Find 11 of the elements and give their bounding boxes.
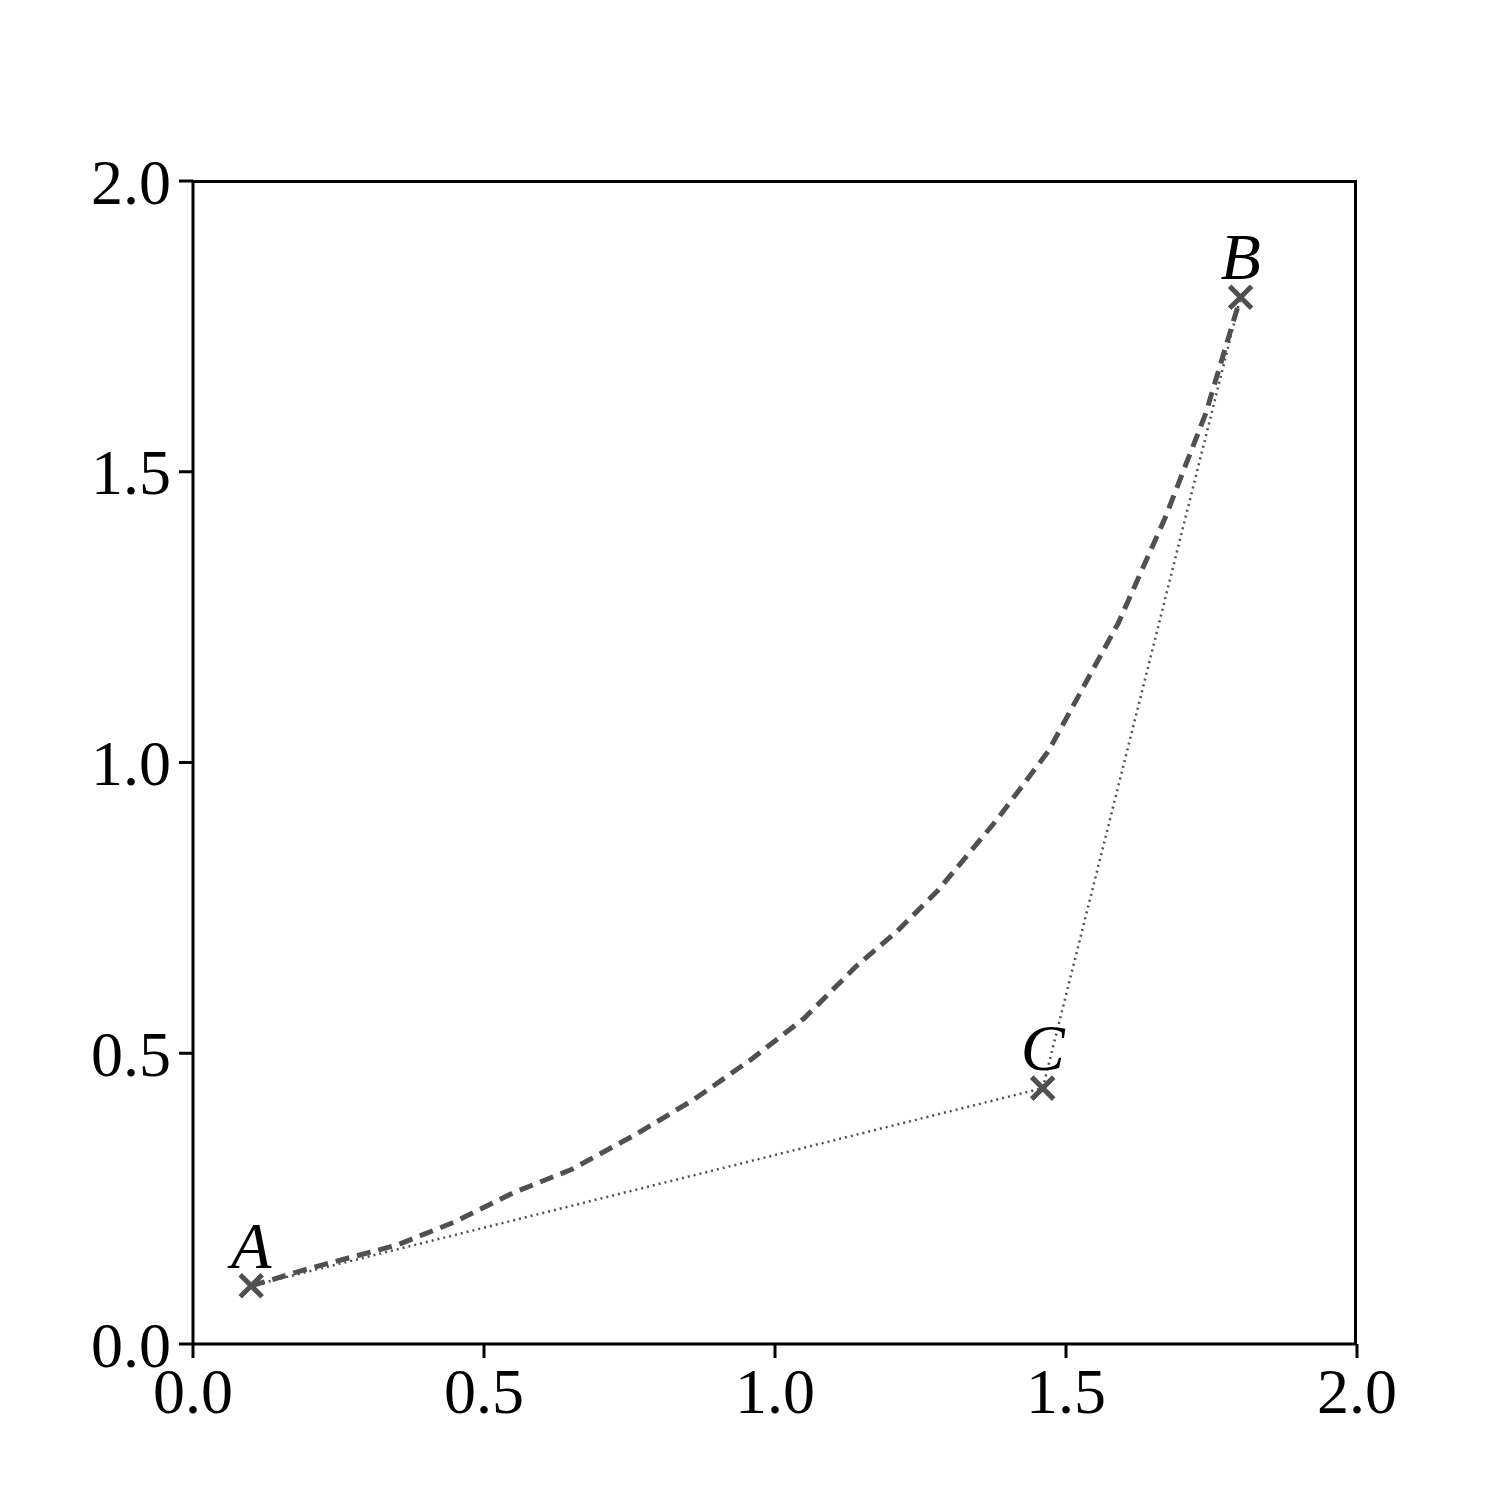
x-tick-label: 1.5 — [1026, 1356, 1106, 1428]
y-tick-label: 1.5 — [91, 437, 171, 509]
y-tick-label: 2.0 — [91, 146, 171, 218]
y-tick-label: 1.0 — [91, 728, 171, 800]
x-tick-label: 1.0 — [735, 1356, 815, 1428]
annotation: C — [1020, 1011, 1066, 1085]
y-tick-label: 0.5 — [91, 1018, 171, 1090]
annotation: B — [1220, 220, 1261, 294]
annotation: A — [227, 1208, 273, 1282]
x-tick-label: 2.0 — [1317, 1356, 1397, 1428]
x-tick-label: 0.5 — [444, 1356, 524, 1428]
